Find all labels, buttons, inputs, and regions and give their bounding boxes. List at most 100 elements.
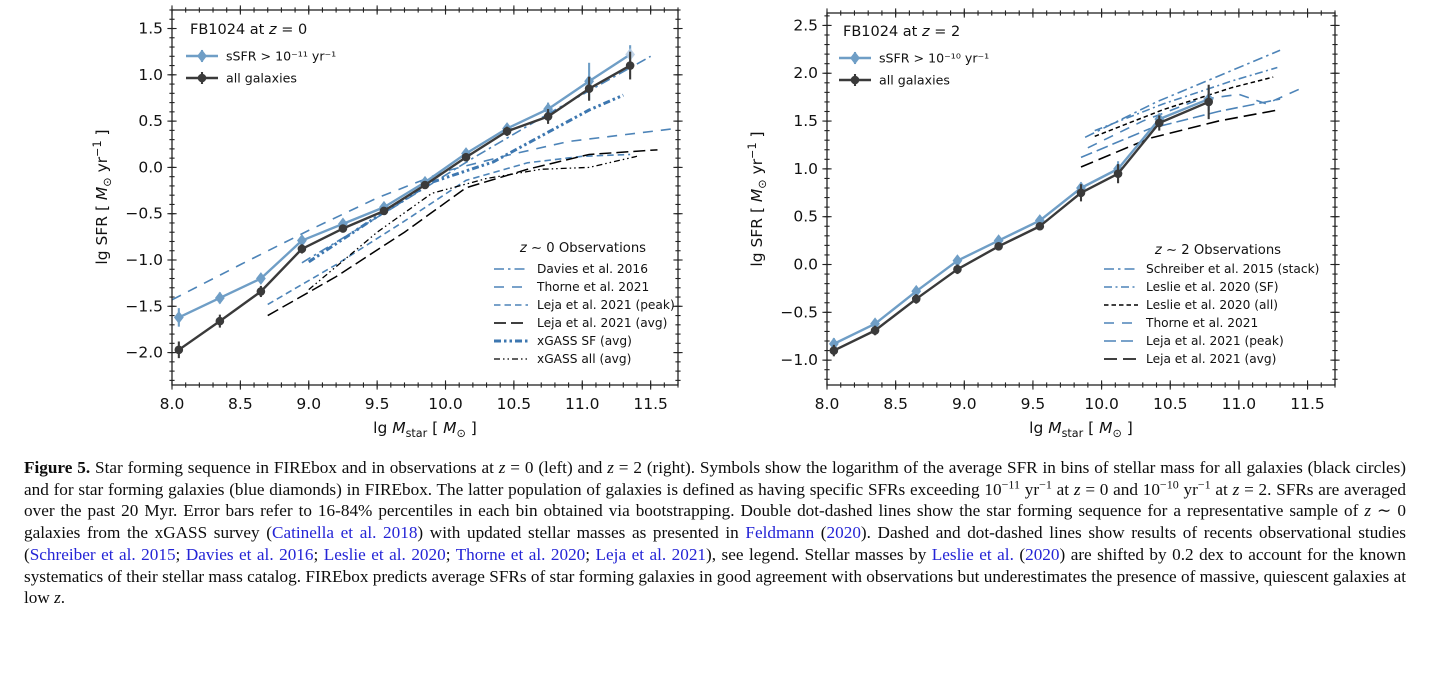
- legend-item: Schreiber et al. 2015 (stack): [1104, 262, 1319, 276]
- circle-marker: [911, 294, 921, 304]
- y-tick-label: 1.5: [793, 112, 818, 130]
- legend-item-label: xGASS SF (avg): [537, 334, 632, 348]
- citation-link[interactable]: Davies et al. 2016: [185, 544, 314, 564]
- series-xgass-sf-avg-: [307, 93, 624, 264]
- citation-link[interactable]: Schreiber et al. 2015: [29, 544, 176, 564]
- x-tick-label: 9.0: [952, 395, 977, 413]
- x-tick-label: 8.5: [228, 395, 253, 413]
- circle-marker: [297, 244, 307, 254]
- legend-item-label: Leja et al. 2021 (peak): [1146, 334, 1284, 348]
- circle-marker: [420, 180, 430, 190]
- series-davies-et-al-2016: [301, 55, 652, 264]
- y-tick-label: −2.0: [125, 344, 163, 362]
- circle-marker: [379, 206, 389, 216]
- legend-observations: z ∼ 2 Observations Schreiber et al. 2015 …: [1104, 243, 1319, 366]
- citation-link[interactable]: 2020: [1025, 544, 1060, 564]
- legend-item: all galaxies: [186, 71, 297, 86]
- legend-item-label: xGASS all (avg): [537, 352, 631, 366]
- circle-marker: [829, 346, 839, 355]
- y-tick-label: 1.0: [793, 160, 818, 178]
- caption-text-segment: .: [60, 588, 66, 608]
- caption-text-segment: ;: [445, 544, 456, 564]
- caption-text-segment: ;: [313, 544, 324, 564]
- caption-superscript: −11: [1001, 476, 1020, 491]
- caption-text-segment: ;: [585, 544, 596, 564]
- circle-marker: [338, 224, 348, 233]
- caption-superscript: −1: [1197, 476, 1211, 491]
- caption-text-segment: ). Dashed and dot-dashed lines show resu…: [24, 523, 1406, 564]
- plot-frame: [826, 12, 1336, 386]
- y-axis-label: lg SFR [ M⊙ yr−1 ]: [746, 131, 769, 266]
- caption-text-segment: Star forming sequence in FIREbox and in …: [90, 458, 499, 477]
- caption-text-segment: (: [814, 523, 827, 543]
- circle-marker: [215, 316, 225, 326]
- caption-superscript: −1: [1039, 476, 1052, 491]
- series-thorne-et-al-2021: [171, 127, 676, 301]
- citation-link[interactable]: Feldmann: [745, 523, 815, 543]
- caption-text-segment: at: [1051, 479, 1074, 499]
- y-tick-label: 0.0: [138, 158, 163, 176]
- x-tick-label: 11.5: [633, 395, 668, 413]
- legend-item-label: Thorne et al. 2021: [536, 280, 649, 294]
- y-tick-label: 2.0: [793, 64, 818, 82]
- legend-item-label: all galaxies: [226, 71, 297, 86]
- caption-text-segment: = 2. SFRs are averaged over the past 20 …: [24, 479, 1407, 521]
- caption-text-segment: (: [1013, 544, 1026, 564]
- legend-item-label: sSFR > 10⁻¹¹ yr⁻¹: [226, 49, 336, 64]
- legend-item: Leja et al. 2021 (peak): [1104, 334, 1284, 348]
- circle-marker: [502, 126, 512, 136]
- caption-text-segment: yr: [1178, 479, 1198, 499]
- right-panel: 8.0 8.5 9.0 9.5 10.0 10.5 11.0 11.5 2.5 2.0 1.5 1.0…: [746, 8, 1340, 440]
- y-tick-label: −0.5: [780, 303, 818, 321]
- caption-text-segment: z: [1364, 501, 1372, 521]
- series-leja-et-al-2021-peak-: [267, 153, 631, 306]
- figure-label: Figure 5.: [24, 458, 91, 477]
- legend-item: Leja et al. 2021 (peak): [494, 298, 675, 312]
- series-leja-et-al-2021-peak-: [1080, 98, 1281, 159]
- series-leja-et-al-2021-avg-: [1080, 108, 1281, 168]
- citation-link[interactable]: Catinella et al. 2018: [271, 523, 418, 543]
- legend-item-label: Leja et al. 2021 (peak): [537, 298, 675, 312]
- caption-text-segment: ;: [175, 544, 186, 564]
- citation-link[interactable]: Leslie et al. 2020: [323, 544, 446, 564]
- citation-link[interactable]: 2020: [826, 523, 861, 543]
- caption-text-segment: z: [498, 458, 506, 477]
- legend-observations: z ∼ 0 Observations Davies et al. 2016 Thor…: [494, 241, 675, 366]
- circle-marker: [625, 61, 635, 70]
- x-tick-label: 8.0: [160, 395, 185, 413]
- x-tick-label: 11.0: [565, 395, 600, 413]
- legend-item: all galaxies: [839, 73, 950, 88]
- citation-link[interactable]: Thorne et al. 2020: [455, 544, 586, 564]
- y-tick-label: −1.5: [125, 297, 163, 315]
- legend-item: Thorne et al. 2021: [1104, 316, 1258, 330]
- diamond-marker: [173, 311, 184, 324]
- diamond-marker: [255, 272, 266, 285]
- legend-item: xGASS SF (avg): [494, 334, 632, 348]
- legend-item-label: Leslie et al. 2020 (all): [1146, 298, 1278, 312]
- x-tick-label: 10.5: [1153, 395, 1188, 413]
- x-axis-label: lg Mstar [ M⊙ ]: [1029, 419, 1133, 440]
- legend-item: xGASS all (avg): [494, 352, 631, 366]
- circle-marker: [1035, 221, 1045, 231]
- caption-superscript: −10: [1159, 476, 1179, 491]
- series-all-galaxies: [829, 84, 1213, 357]
- citation-link[interactable]: Leslie et al.: [931, 544, 1014, 564]
- legend-title: FB1024 at z = 2: [843, 24, 960, 40]
- left-panel: 8.0 8.5 9.0 9.5 10.0 10.5 11.0 11.5 1.5 1.0 0.5 0.0…: [91, 5, 683, 440]
- series-schreiber-et-al-2015-stack-: [1084, 49, 1281, 139]
- legend-simulation: FB1024 at z = 0 sSFR > 10⁻¹¹ yr⁻¹ all gala…: [186, 22, 336, 86]
- caption-text-segment: ), see legend. Stellar masses by: [706, 544, 932, 564]
- legend-item: Leslie et al. 2020 (all): [1104, 298, 1278, 312]
- circle-marker: [197, 73, 207, 83]
- caption-text-segment: z: [1232, 479, 1240, 499]
- legend-simulation: FB1024 at z = 2 sSFR > 10⁻¹⁰ yr⁻¹ all gala…: [839, 24, 989, 88]
- y-tick-label: −1.0: [125, 251, 163, 269]
- citation-link[interactable]: Leja et al. 2021: [595, 544, 707, 564]
- legend-item: Davies et al. 2016: [494, 262, 648, 276]
- y-tick-label: 1.5: [138, 20, 163, 38]
- circle-marker: [461, 152, 471, 162]
- caption-text-segment: z: [54, 588, 61, 608]
- x-tick-label: 9.5: [365, 395, 390, 413]
- star-forming-sequence-charts: 8.0 8.5 9.0 9.5 10.0 10.5 11.0 11.5 1.5 1.0 0.5 0.0…: [91, 5, 1340, 440]
